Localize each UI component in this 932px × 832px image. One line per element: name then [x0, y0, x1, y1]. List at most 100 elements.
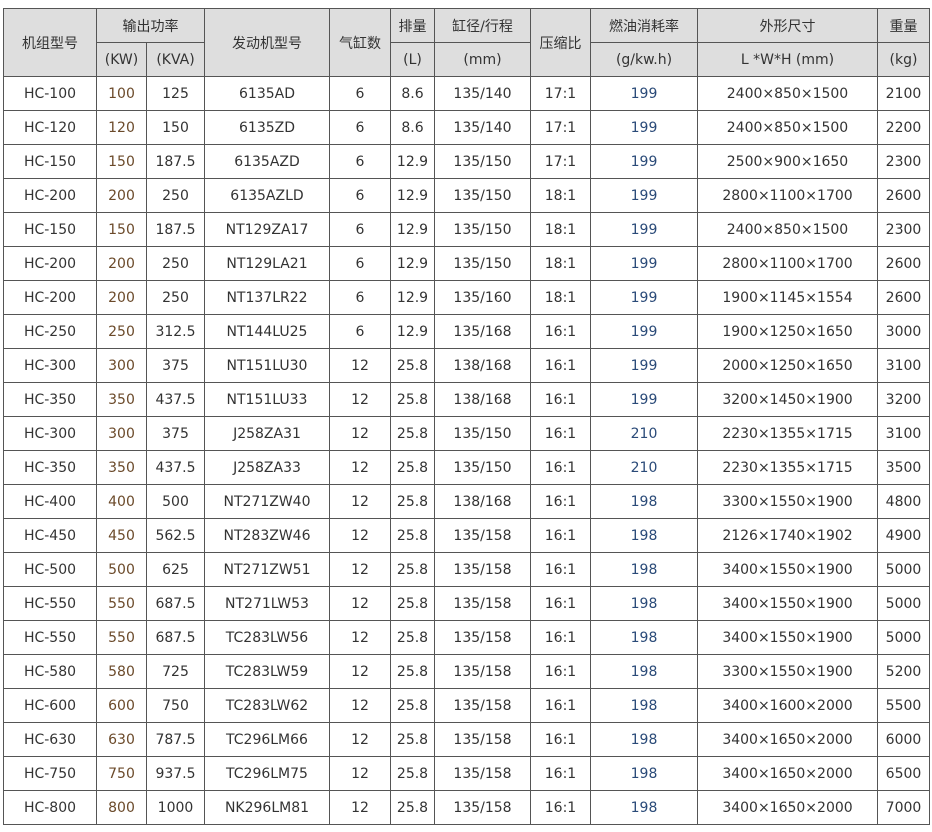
- cell-displacement: 25.8: [390, 348, 435, 383]
- cell-model: HC-750: [3, 756, 97, 791]
- cell-kva: 150: [146, 110, 205, 145]
- cell-fuel: 198: [590, 484, 698, 519]
- cell-cylinders: 6: [329, 178, 391, 213]
- cell-compression: 16:1: [530, 688, 591, 723]
- cell-kva: 187.5: [146, 212, 205, 247]
- cell-displacement: 12.9: [390, 246, 435, 281]
- cell-compression: 16:1: [530, 450, 591, 485]
- table-row: HC-550 550 687.5 TC283LW56 12 25.8 135/158 16:1…: [3, 620, 930, 655]
- cell-displacement: 25.8: [390, 484, 435, 519]
- cell-displacement: 8.6: [390, 76, 435, 111]
- cell-model: HC-200: [3, 280, 97, 315]
- header-displacement-unit: (L): [390, 42, 435, 77]
- cell-fuel: 199: [590, 314, 698, 349]
- cell-compression: 16:1: [530, 518, 591, 553]
- header-model: 机组型号: [3, 8, 97, 77]
- cell-cylinders: 6: [329, 212, 391, 247]
- cell-compression: 17:1: [530, 110, 591, 145]
- cell-dimensions: 2400×850×1500: [697, 212, 878, 247]
- cell-weight: 5200: [877, 654, 930, 689]
- table-row: HC-580 580 725 TC283LW59 12 25.8 135/158 16:1 19…: [3, 654, 930, 689]
- cell-weight: 2200: [877, 110, 930, 145]
- cell-weight: 5000: [877, 586, 930, 621]
- cell-dimensions: 1900×1145×1554: [697, 280, 878, 315]
- cell-dimensions: 3400×1650×2000: [697, 756, 878, 791]
- cell-model: HC-580: [3, 654, 97, 689]
- cell-engine: NT271ZW51: [204, 552, 330, 587]
- header-weight: 重量: [877, 8, 930, 43]
- table-row: HC-800 800 1000 NK296LM81 12 25.8 135/158 16:1 1…: [3, 790, 930, 825]
- cell-bore-stroke: 135/150: [434, 178, 531, 213]
- cell-kw: 800: [96, 790, 147, 825]
- cell-fuel: 198: [590, 654, 698, 689]
- header-kva: (KVA): [146, 42, 205, 77]
- cell-weight: 4800: [877, 484, 930, 519]
- cell-kw: 100: [96, 76, 147, 111]
- cell-dimensions: 1900×1250×1650: [697, 314, 878, 349]
- cell-kw: 500: [96, 552, 147, 587]
- cell-cylinders: 12: [329, 620, 391, 655]
- cell-engine: NT129LA21: [204, 246, 330, 281]
- cell-model: HC-450: [3, 518, 97, 553]
- table-row: HC-450 450 562.5 NT283ZW46 12 25.8 135/158 16:1…: [3, 518, 930, 553]
- cell-kw: 300: [96, 416, 147, 451]
- cell-kw: 150: [96, 212, 147, 247]
- table-row: HC-600 600 750 TC283LW62 12 25.8 135/158 16:1 19…: [3, 688, 930, 723]
- cell-bore-stroke: 135/150: [434, 450, 531, 485]
- cell-fuel: 198: [590, 518, 698, 553]
- cell-fuel: 198: [590, 722, 698, 757]
- cell-displacement: 25.8: [390, 382, 435, 417]
- cell-model: HC-120: [3, 110, 97, 145]
- cell-engine: 6135AD: [204, 76, 330, 111]
- cell-dimensions: 2126×1740×1902: [697, 518, 878, 553]
- cell-kva: 500: [146, 484, 205, 519]
- cell-bore-stroke: 135/140: [434, 110, 531, 145]
- cell-model: HC-400: [3, 484, 97, 519]
- cell-fuel: 199: [590, 76, 698, 111]
- cell-model: HC-200: [3, 178, 97, 213]
- cell-engine: 6135AZLD: [204, 178, 330, 213]
- cell-kva: 250: [146, 280, 205, 315]
- cell-bore-stroke: 135/158: [434, 756, 531, 791]
- cell-compression: 16:1: [530, 348, 591, 383]
- cell-fuel: 199: [590, 178, 698, 213]
- table-row: HC-200 200 250 NT129LA21 6 12.9 135/150 18:1 199…: [3, 246, 930, 281]
- cell-kw: 200: [96, 280, 147, 315]
- cell-model: HC-550: [3, 620, 97, 655]
- cell-weight: 6500: [877, 756, 930, 791]
- cell-cylinders: 12: [329, 348, 391, 383]
- cell-bore-stroke: 135/158: [434, 620, 531, 655]
- table-row: HC-350 350 437.5 NT151LU33 12 25.8 138/168 16:1…: [3, 382, 930, 417]
- cell-engine: NT151LU33: [204, 382, 330, 417]
- cell-weight: 5000: [877, 552, 930, 587]
- cell-engine: 6135AZD: [204, 144, 330, 179]
- cell-compression: 17:1: [530, 144, 591, 179]
- cell-cylinders: 12: [329, 518, 391, 553]
- header-cylinders: 气缸数: [329, 8, 391, 77]
- cell-dimensions: 3400×1650×2000: [697, 722, 878, 757]
- cell-fuel: 198: [590, 552, 698, 587]
- cell-kva: 125: [146, 76, 205, 111]
- table-header: 机组型号 输出功率 发动机型号 气缸数 排量 缸径/行程 压缩比 燃油消耗率 外…: [3, 8, 930, 77]
- cell-weight: 4900: [877, 518, 930, 553]
- table-body: HC-100 100 125 6135AD 6 8.6 135/140 17:1 199 2400…: [3, 76, 930, 825]
- table-row: HC-750 750 937.5 TC296LM75 12 25.8 135/158 16:1…: [3, 756, 930, 791]
- cell-dimensions: 3400×1550×1900: [697, 620, 878, 655]
- cell-engine: TC296LM66: [204, 722, 330, 757]
- cell-bore-stroke: 135/158: [434, 688, 531, 723]
- header-fuel: 燃油消耗率: [590, 8, 698, 43]
- cell-model: HC-300: [3, 416, 97, 451]
- cell-dimensions: 3200×1450×1900: [697, 382, 878, 417]
- table-row: HC-630 630 787.5 TC296LM66 12 25.8 135/158 16:1…: [3, 722, 930, 757]
- cell-bore-stroke: 135/158: [434, 552, 531, 587]
- cell-displacement: 12.9: [390, 178, 435, 213]
- table-row: HC-350 350 437.5 J258ZA33 12 25.8 135/150 16:1 2…: [3, 450, 930, 485]
- cell-cylinders: 12: [329, 552, 391, 587]
- cell-dimensions: 3400×1550×1900: [697, 586, 878, 621]
- cell-fuel: 198: [590, 790, 698, 825]
- cell-kva: 625: [146, 552, 205, 587]
- cell-kw: 250: [96, 314, 147, 349]
- table-row: HC-120 120 150 6135ZD 6 8.6 135/140 17:1 199 2400…: [3, 110, 930, 145]
- cell-weight: 3500: [877, 450, 930, 485]
- cell-engine: J258ZA33: [204, 450, 330, 485]
